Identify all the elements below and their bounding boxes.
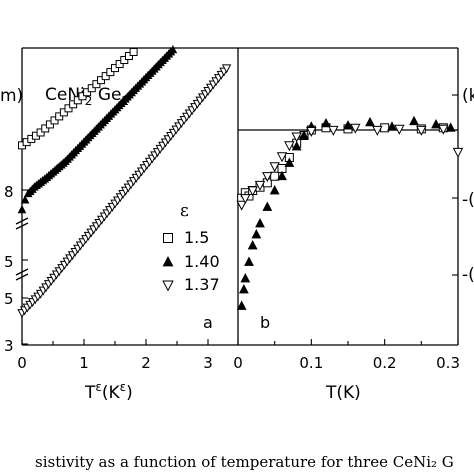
- data-point: [236, 200, 247, 211]
- y-tick-label: 8: [4, 183, 14, 201]
- data-point: [59, 108, 68, 117]
- data-point: [124, 52, 133, 61]
- data-point: [247, 240, 258, 250]
- data-point: [409, 115, 419, 126]
- data-point: [343, 120, 353, 130]
- right-axis-fragment: -(: [462, 190, 474, 210]
- y-tick-label: 5: [4, 290, 14, 308]
- data-point: [64, 104, 73, 113]
- data-point: [101, 72, 110, 81]
- data-point: [416, 125, 427, 136]
- data-point: [240, 194, 251, 205]
- data-point: [394, 124, 405, 135]
- legend-title: ε: [180, 201, 189, 221]
- data-point: [251, 229, 262, 239]
- data-point: [350, 123, 361, 134]
- y-axis-label-fragment: m): [0, 86, 23, 106]
- data-point: [73, 96, 82, 105]
- caption-fragment: sistivity as a function of temperature f…: [35, 453, 454, 471]
- data-point: [240, 273, 251, 283]
- data-point: [20, 195, 30, 204]
- data-point: [438, 124, 449, 135]
- data-point: [69, 100, 78, 109]
- data-point: [17, 204, 27, 214]
- axis-break-lower: [15, 268, 29, 281]
- legend-label: 1.5: [184, 228, 209, 247]
- data-point: [236, 300, 247, 310]
- legend-marker: [163, 233, 173, 243]
- x-tick-label: 0.1: [299, 354, 323, 372]
- data-point: [87, 84, 96, 93]
- data-point: [372, 125, 383, 136]
- x-tick-label: 3: [203, 354, 213, 372]
- data-point: [111, 64, 119, 73]
- data-point: [431, 119, 441, 129]
- x-axis-label-b: T(K): [325, 383, 361, 403]
- data-point: [276, 152, 288, 163]
- data-point: [244, 256, 254, 266]
- data-point: [83, 88, 92, 97]
- data-point: [299, 130, 309, 140]
- data-point: [269, 162, 280, 173]
- data-point: [269, 185, 280, 195]
- data-point: [291, 132, 302, 143]
- legend-label: 1.37: [184, 275, 220, 294]
- legend-marker: [162, 280, 174, 292]
- data-point: [262, 201, 273, 211]
- x-tick-label: 0.3: [436, 354, 460, 372]
- y-tick-label: 3: [4, 337, 14, 355]
- x-tick-label: 1: [79, 354, 89, 372]
- data-point: [306, 127, 317, 137]
- data-point: [445, 122, 456, 132]
- data-point: [50, 116, 59, 125]
- data-point: [255, 218, 265, 228]
- right-axis-fragment: (k: [462, 86, 474, 106]
- data-point: [97, 76, 106, 85]
- data-markers: [17, 44, 464, 319]
- right-axis-fragment: -(: [462, 265, 474, 285]
- x-tick-labels: 0 1 2 3 0 0.1 0.2 0.3: [17, 354, 460, 372]
- data-point: [284, 141, 295, 152]
- data-point: [41, 124, 50, 133]
- data-point: [254, 180, 266, 191]
- x-tick-label: 0: [17, 354, 27, 372]
- data-point: [221, 64, 232, 74]
- panel-label-a: a: [203, 313, 213, 332]
- axis-break-upper: [15, 217, 29, 230]
- data-point: [284, 157, 295, 167]
- data-point: [36, 128, 45, 137]
- x-axis-label-a: Tε(Kε): [84, 380, 133, 403]
- data-point: [168, 44, 178, 54]
- data-point: [277, 170, 287, 181]
- data-point: [120, 56, 129, 65]
- tick-marks: [21, 94, 459, 345]
- data-point: [92, 80, 101, 89]
- data-point: [129, 47, 138, 56]
- x-tick-label: 0: [233, 354, 243, 372]
- data-point: [365, 116, 375, 127]
- y-tick-label: 5: [4, 253, 14, 271]
- data-point: [387, 121, 397, 131]
- data-point: [238, 284, 249, 294]
- data-point: [115, 60, 124, 69]
- data-point: [55, 112, 64, 121]
- data-point: [247, 186, 258, 197]
- panel-label-b: b: [260, 313, 270, 332]
- x-tick-label: 2: [141, 354, 151, 372]
- legend-label: 1.40: [184, 252, 220, 271]
- data-point: [270, 171, 280, 181]
- data-point: [78, 92, 87, 101]
- data-point: [452, 147, 464, 158]
- data-point: [291, 141, 302, 151]
- data-point: [45, 120, 54, 129]
- legend-marker: [162, 255, 174, 267]
- data-point: [106, 68, 115, 77]
- legend: 1.5 1.40 1.37: [162, 228, 220, 294]
- data-point: [321, 117, 331, 128]
- x-tick-label: 0.2: [373, 354, 397, 372]
- data-point: [328, 125, 339, 136]
- data-point: [262, 172, 273, 183]
